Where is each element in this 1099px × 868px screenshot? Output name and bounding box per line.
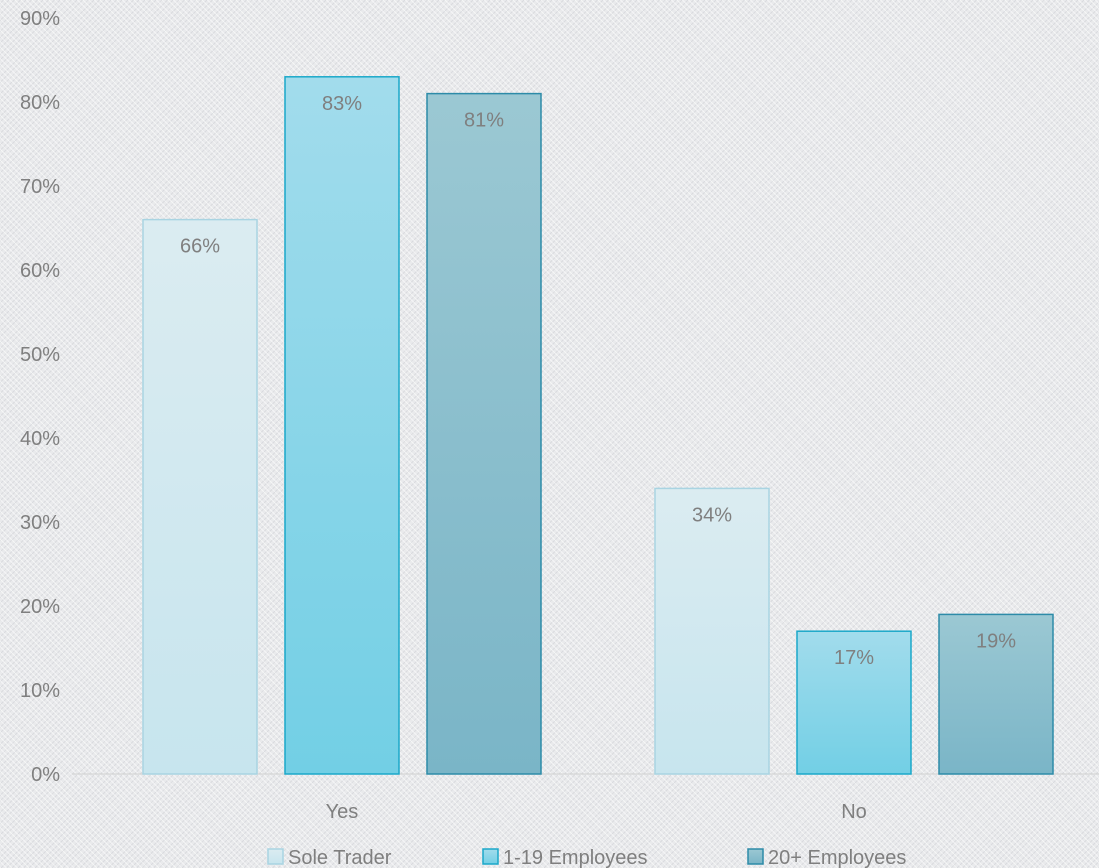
y-tick-label: 60% <box>20 260 60 282</box>
data-label: 83% <box>322 93 362 115</box>
bar-yes-20-employees <box>426 92 542 775</box>
y-tick-label: 90% <box>20 8 60 30</box>
data-label: 19% <box>976 630 1016 652</box>
legend-swatch <box>747 848 764 865</box>
legend: Sole Trader 1-19 Employees 20+ Employees <box>267 847 906 868</box>
legend-label: 1-19 Employees <box>503 847 648 868</box>
bar-no-1-19-employees <box>796 630 912 775</box>
bars: 66% 83% 81% 34% 17% 19% <box>142 76 1054 775</box>
legend-label: 20+ Employees <box>768 847 906 868</box>
y-tick-label: 10% <box>20 680 60 702</box>
category-label: No <box>841 801 867 823</box>
y-tick-label: 30% <box>20 512 60 534</box>
bar-no-20-employees <box>938 613 1054 775</box>
bar-yes-sole-trader <box>142 218 258 775</box>
y-tick-label: 50% <box>20 344 60 366</box>
data-label: 17% <box>834 647 874 669</box>
legend-swatch <box>482 848 499 865</box>
category-label: Yes <box>326 801 359 823</box>
y-tick-label: 70% <box>20 176 60 198</box>
y-axis: 0% 10% 20% 30% 40% 50% 60% 70% 80% 90% <box>20 8 60 786</box>
data-label: 81% <box>464 110 504 132</box>
legend-swatch <box>267 848 284 865</box>
legend-item-sole-trader: Sole Trader <box>267 847 392 868</box>
legend-item-20-employees: 20+ Employees <box>747 847 906 868</box>
y-tick-label: 40% <box>20 428 60 450</box>
x-axis: Yes No <box>326 801 867 823</box>
data-label: 34% <box>692 504 732 526</box>
bar-no-sole-trader <box>654 487 770 775</box>
legend-item-1-19-employees: 1-19 Employees <box>482 847 648 868</box>
y-tick-label: 20% <box>20 596 60 618</box>
y-tick-label: 80% <box>20 92 60 114</box>
legend-label: Sole Trader <box>288 847 392 868</box>
bar-yes-1-19-employees <box>284 76 400 775</box>
data-label: 66% <box>180 236 220 258</box>
y-tick-label: 0% <box>31 764 60 786</box>
